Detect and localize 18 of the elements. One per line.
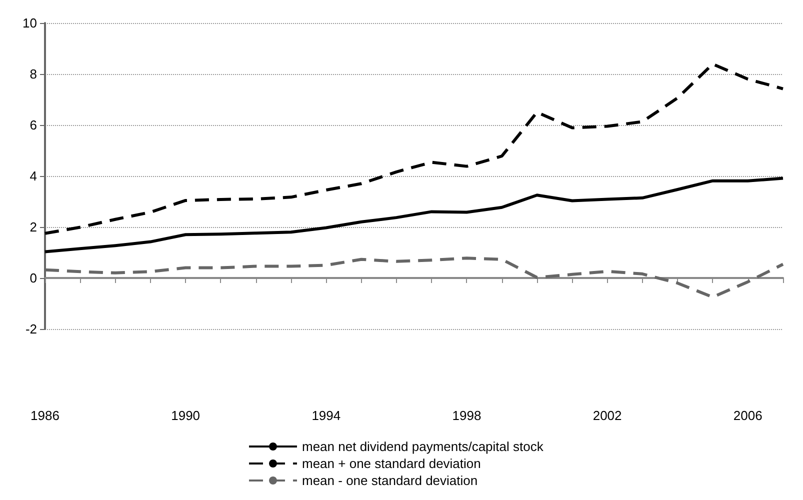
y-tick-label: -2 <box>25 322 37 336</box>
x-tick-label: 1998 <box>452 408 482 423</box>
legend-label: mean - one standard deviation <box>302 473 478 488</box>
y-tick-label: 6 <box>30 118 37 132</box>
x-tick-label: 2006 <box>733 408 762 423</box>
x-tick-label: 1986 <box>30 408 60 423</box>
legend-label: mean + one standard deviation <box>302 456 481 471</box>
y-tick-label: 0 <box>30 270 37 286</box>
x-tick-label: 2002 <box>592 408 622 423</box>
line-series <box>44 62 784 235</box>
legend-label: mean net dividend payments/capital stock <box>302 439 544 454</box>
line-series <box>44 176 784 254</box>
y-tick-label: 10 <box>22 16 37 30</box>
y-tick-label: 2 <box>30 220 37 234</box>
y-tick-label: 8 <box>30 66 37 82</box>
y-tick-label: 4 <box>30 168 37 184</box>
x-tick-label: 1990 <box>171 408 200 423</box>
x-tick-label: 1994 <box>312 408 341 423</box>
